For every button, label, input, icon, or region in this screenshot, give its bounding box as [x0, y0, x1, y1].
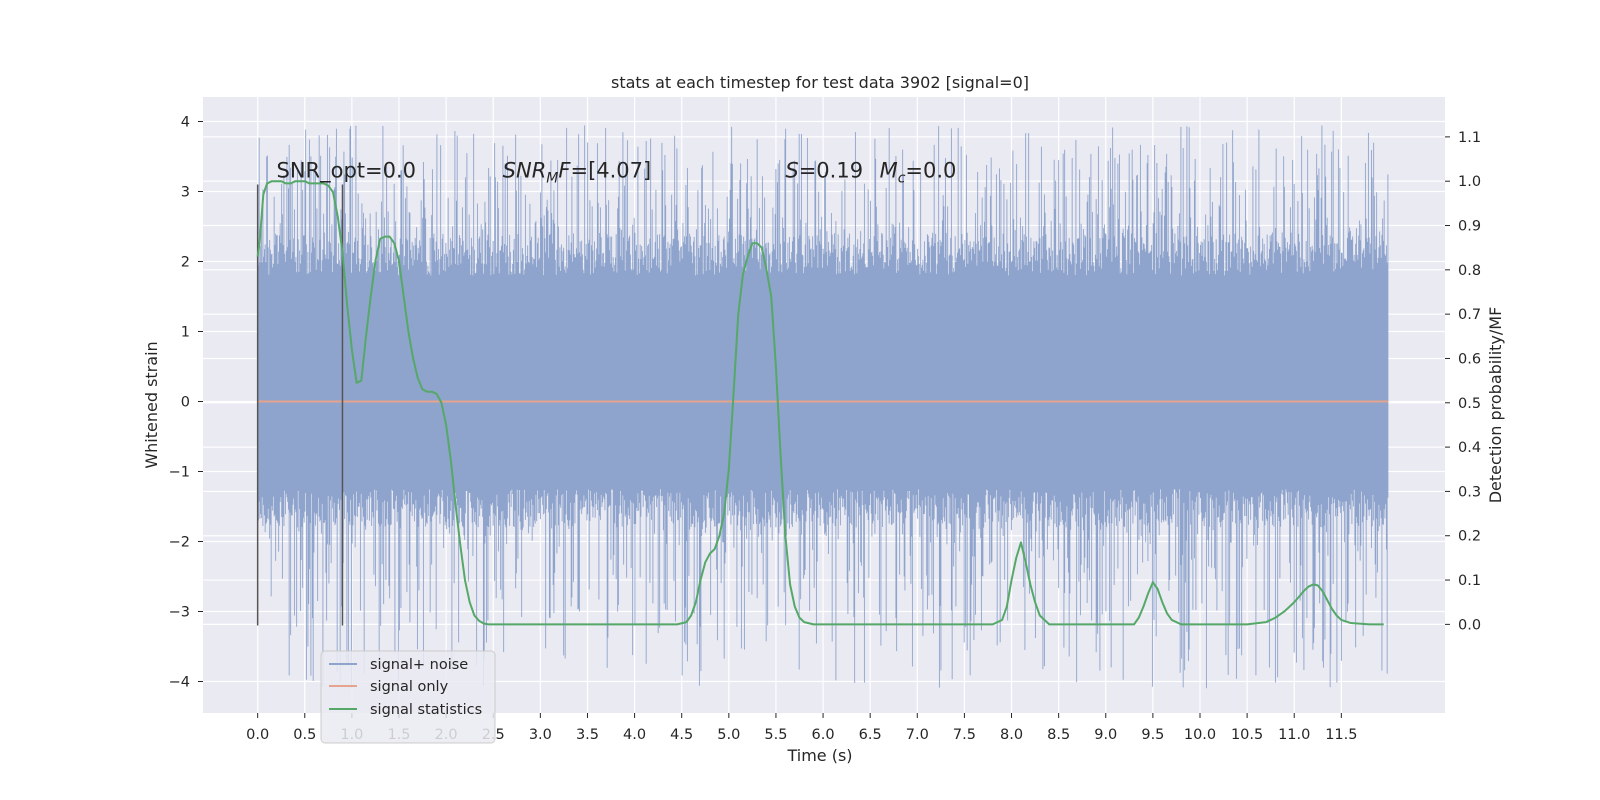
annotation-snr-mf: SNRMF=[4.07] — [503, 159, 652, 187]
x-tick-label-15: 7.5 — [953, 727, 976, 743]
x-tick-label-7: 3.5 — [576, 727, 599, 743]
y-tick-label-0: −4 — [169, 675, 190, 691]
x-tick-label-19: 9.5 — [1141, 727, 1164, 743]
y-tick-label-3: −1 — [169, 465, 190, 481]
x-tick-label-10: 5.0 — [717, 727, 740, 743]
annotation-chirp-mass: Mc=0.0 — [880, 159, 957, 187]
y-tick-label-2: −2 — [169, 535, 190, 551]
x-tick-label-0: 0.0 — [246, 727, 269, 743]
x-tick-label-22: 11.0 — [1278, 727, 1310, 743]
x-tick-label-1: 0.5 — [293, 727, 316, 743]
right-axis-ticks: 0.0 0.1 0.2 0.3 0.4 0.5 0.6 0.7 0.8 0.9 1.0 1.1 — [1445, 130, 1481, 633]
x-tick-label-6: 3.0 — [529, 727, 552, 743]
right-axis-label: Detection probability/MF — [1486, 307, 1505, 504]
chart-title: stats at each timestep for test data 390… — [611, 73, 1029, 92]
y-axis-label: Whitened strain — [142, 341, 161, 468]
annotations: SNR_opt=0.0 SNRMF=[4.07] S=0.19 Mc=0.0 — [277, 159, 957, 187]
right-tick-label-7: 0.7 — [1458, 307, 1481, 323]
right-tick-label-2: 0.2 — [1458, 529, 1481, 545]
legend-label-signal-noise: signal+ noise — [370, 657, 468, 673]
y-tick-label-6: 2 — [181, 255, 190, 271]
statistics-line — [256, 180, 1384, 626]
legend-box — [320, 650, 496, 744]
y-tick-label-4: 0 — [181, 395, 190, 411]
series-signal-statistics — [256, 180, 1384, 626]
legend-label-signal-only: signal only — [370, 679, 449, 695]
legend: signal+ noise signal only signal statist… — [320, 650, 496, 744]
y-tick-label-5: 1 — [181, 325, 190, 341]
x-tick-label-11: 5.5 — [764, 727, 787, 743]
annotation-snr-opt: SNR_opt=0.0 — [277, 159, 417, 184]
right-tick-label-1: 0.1 — [1458, 573, 1481, 589]
x-tick-label-14: 7.0 — [906, 727, 929, 743]
x-tick-label-23: 11.5 — [1325, 727, 1357, 743]
y-axis-ticks: −4 −3 −2 −1 0 1 2 3 4 — [169, 115, 203, 691]
right-tick-label-6: 0.6 — [1458, 351, 1481, 367]
y-tick-label-8: 4 — [181, 115, 190, 131]
right-tick-label-9: 0.9 — [1458, 219, 1481, 235]
x-axis-label: Time (s) — [786, 746, 852, 765]
right-tick-label-5: 0.5 — [1458, 396, 1481, 412]
x-tick-label-16: 8.0 — [1000, 727, 1023, 743]
right-tick-label-10: 1.0 — [1458, 174, 1481, 190]
legend-label-signal-statistics: signal statistics — [370, 702, 482, 718]
x-tick-label-17: 8.5 — [1047, 727, 1070, 743]
annotation-stat-s: S=0.19 — [785, 159, 863, 183]
right-tick-label-11: 1.1 — [1458, 130, 1481, 146]
x-tick-label-8: 4.0 — [623, 727, 646, 743]
x-tick-label-18: 9.0 — [1094, 727, 1117, 743]
y-tick-label-1: −3 — [169, 605, 190, 621]
x-tick-label-21: 10.5 — [1231, 727, 1263, 743]
right-tick-label-4: 0.4 — [1458, 440, 1481, 456]
x-tick-label-20: 10.0 — [1184, 727, 1216, 743]
right-tick-label-0: 0.0 — [1458, 617, 1481, 633]
x-tick-label-12: 6.0 — [812, 727, 835, 743]
right-tick-label-3: 0.3 — [1458, 484, 1481, 500]
y-tick-label-7: 3 — [181, 185, 190, 201]
x-tick-label-9: 4.5 — [670, 727, 693, 743]
x-tick-label-13: 6.5 — [859, 727, 882, 743]
right-tick-label-8: 0.8 — [1458, 263, 1481, 279]
